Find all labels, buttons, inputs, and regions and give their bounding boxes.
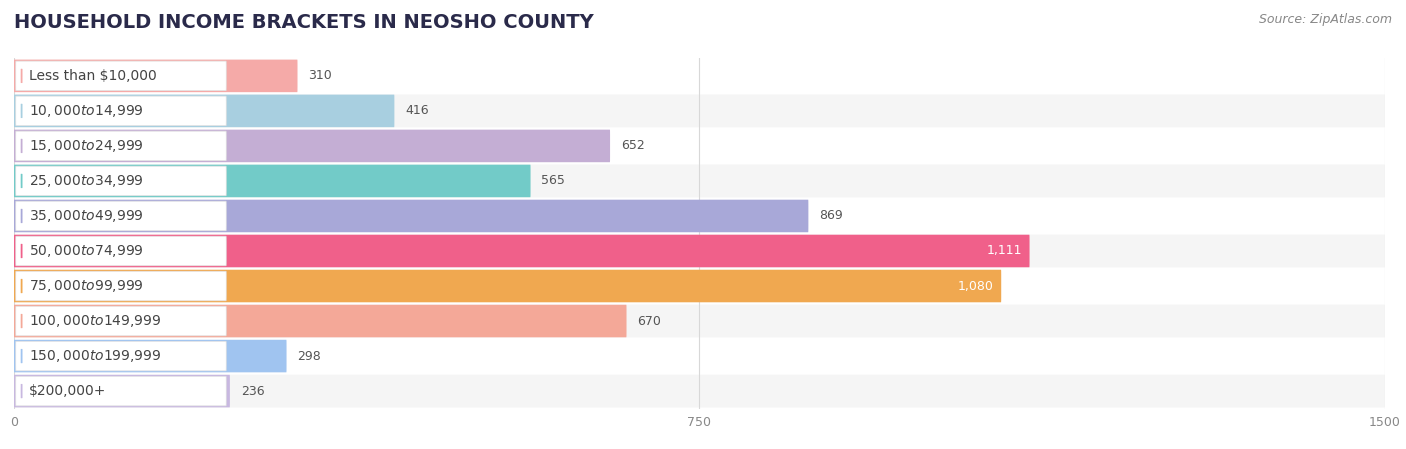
- FancyBboxPatch shape: [14, 94, 1385, 128]
- Text: 565: 565: [541, 175, 565, 187]
- Text: 310: 310: [308, 70, 332, 82]
- Text: $35,000 to $49,999: $35,000 to $49,999: [30, 208, 143, 224]
- FancyBboxPatch shape: [15, 166, 226, 196]
- FancyBboxPatch shape: [14, 60, 298, 92]
- Text: 1,111: 1,111: [987, 245, 1022, 257]
- Text: 298: 298: [298, 350, 321, 362]
- Text: Source: ZipAtlas.com: Source: ZipAtlas.com: [1258, 13, 1392, 26]
- Text: 869: 869: [820, 210, 844, 222]
- FancyBboxPatch shape: [14, 340, 287, 372]
- FancyBboxPatch shape: [15, 271, 226, 301]
- FancyBboxPatch shape: [14, 129, 1385, 163]
- Text: 652: 652: [621, 140, 644, 152]
- Text: $15,000 to $24,999: $15,000 to $24,999: [30, 138, 143, 154]
- FancyBboxPatch shape: [14, 374, 1385, 408]
- FancyBboxPatch shape: [14, 59, 1385, 92]
- FancyBboxPatch shape: [14, 269, 1385, 303]
- FancyBboxPatch shape: [14, 234, 1385, 268]
- FancyBboxPatch shape: [14, 304, 1385, 338]
- Text: $25,000 to $34,999: $25,000 to $34,999: [30, 173, 143, 189]
- FancyBboxPatch shape: [14, 199, 1385, 233]
- Text: 670: 670: [637, 315, 661, 327]
- Text: $75,000 to $99,999: $75,000 to $99,999: [30, 278, 143, 294]
- Text: 416: 416: [405, 105, 429, 117]
- FancyBboxPatch shape: [14, 339, 1385, 373]
- Text: $200,000+: $200,000+: [30, 384, 107, 398]
- FancyBboxPatch shape: [15, 96, 226, 126]
- FancyBboxPatch shape: [15, 236, 226, 266]
- Text: $100,000 to $149,999: $100,000 to $149,999: [30, 313, 162, 329]
- Text: $10,000 to $14,999: $10,000 to $14,999: [30, 103, 143, 119]
- FancyBboxPatch shape: [14, 164, 1385, 198]
- Text: $150,000 to $199,999: $150,000 to $199,999: [30, 348, 162, 364]
- FancyBboxPatch shape: [15, 61, 226, 91]
- FancyBboxPatch shape: [14, 235, 1029, 267]
- FancyBboxPatch shape: [15, 306, 226, 336]
- FancyBboxPatch shape: [14, 270, 1001, 302]
- Text: 236: 236: [240, 385, 264, 397]
- FancyBboxPatch shape: [15, 131, 226, 161]
- Text: HOUSEHOLD INCOME BRACKETS IN NEOSHO COUNTY: HOUSEHOLD INCOME BRACKETS IN NEOSHO COUN…: [14, 13, 593, 32]
- FancyBboxPatch shape: [15, 201, 226, 231]
- FancyBboxPatch shape: [15, 376, 226, 406]
- Text: Less than $10,000: Less than $10,000: [30, 69, 157, 83]
- FancyBboxPatch shape: [14, 305, 627, 337]
- FancyBboxPatch shape: [14, 130, 610, 162]
- FancyBboxPatch shape: [14, 165, 530, 197]
- FancyBboxPatch shape: [14, 200, 808, 232]
- FancyBboxPatch shape: [15, 341, 226, 371]
- Text: $50,000 to $74,999: $50,000 to $74,999: [30, 243, 143, 259]
- FancyBboxPatch shape: [14, 95, 395, 127]
- Text: 1,080: 1,080: [957, 280, 994, 292]
- FancyBboxPatch shape: [14, 375, 231, 407]
